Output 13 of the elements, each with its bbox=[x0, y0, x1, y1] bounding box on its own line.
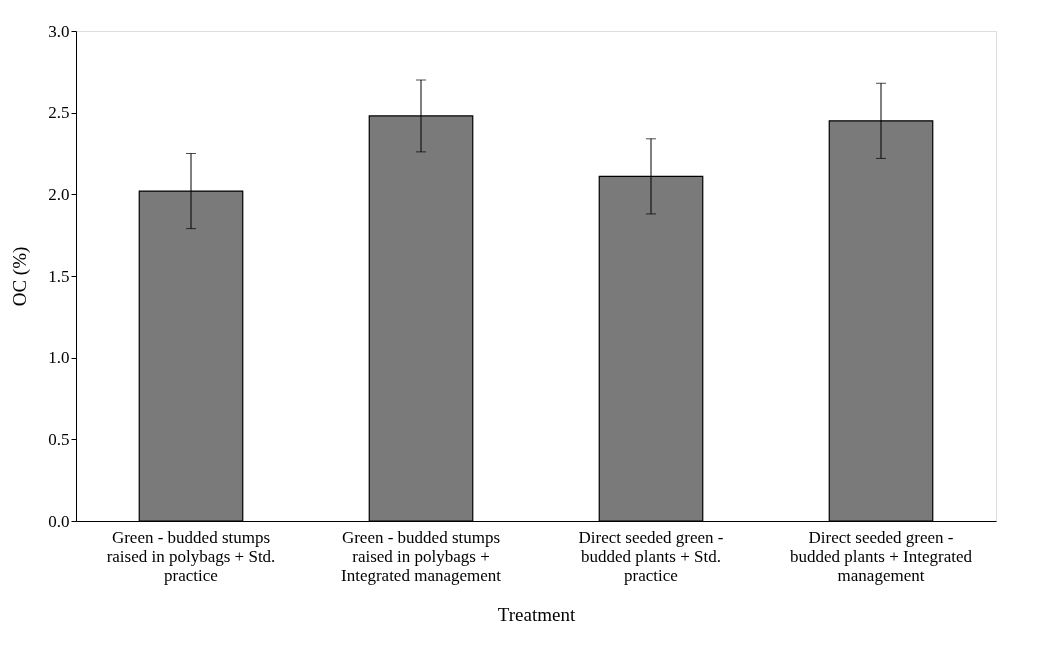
y-axis-title: OC (%) bbox=[9, 246, 32, 307]
x-tick-label: Green - budded stumps raised in polybags + Integrated management bbox=[340, 527, 502, 585]
x-tick-label: Green - budded stumps raised in polybags + Std. practice bbox=[106, 527, 276, 585]
y-tick-label: 3.0 bbox=[48, 21, 70, 41]
x-tick-label: Direct seeded green - budded plants + Std. practice bbox=[578, 527, 724, 585]
y-tick-label: 0.5 bbox=[48, 429, 70, 449]
y-tick-label: 0.0 bbox=[48, 511, 70, 531]
x-tick-label: Direct seeded green - budded plants + Integrated management bbox=[790, 527, 973, 585]
y-tick-label: 1.0 bbox=[48, 348, 70, 368]
x-axis-title: Treatment bbox=[497, 603, 576, 625]
y-tick-label: 2.5 bbox=[48, 103, 70, 123]
y-tick-label: 1.5 bbox=[48, 266, 70, 286]
y-tick-label: 2.0 bbox=[48, 184, 70, 204]
